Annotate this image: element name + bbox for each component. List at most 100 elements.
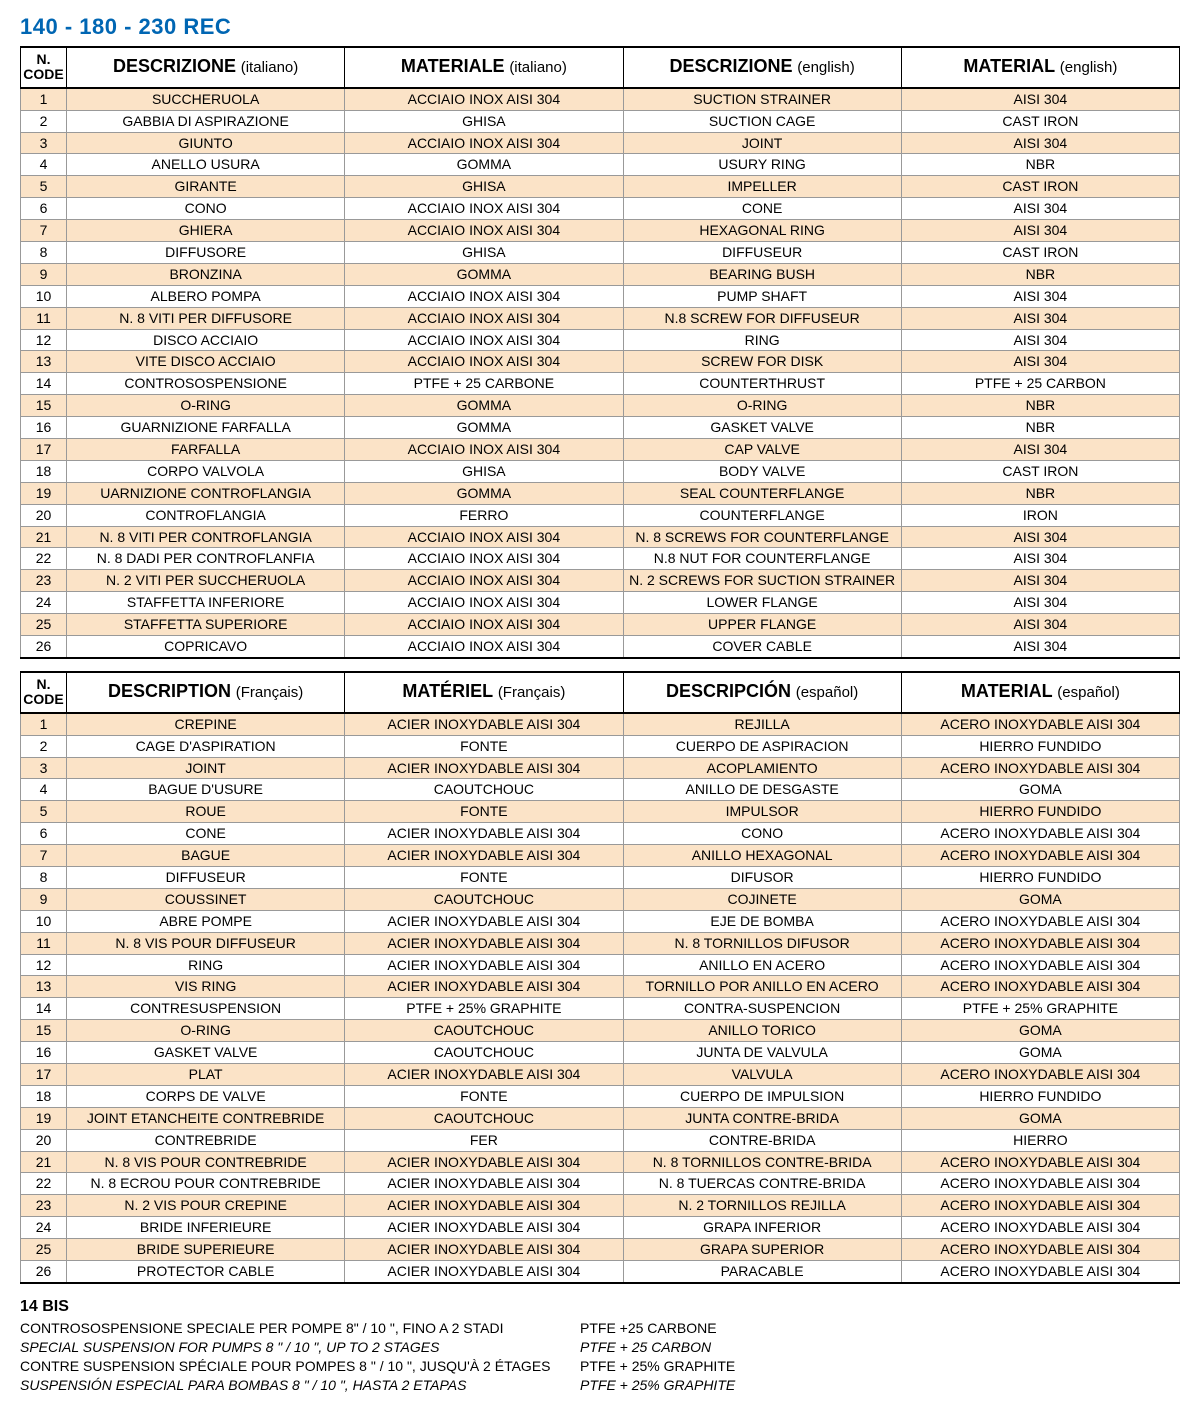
col-desc-en: DESCRIZIONE (english)	[623, 47, 901, 88]
cell-value: ACERO INOXYDABLE AISI 304	[901, 932, 1179, 954]
cell-value: GHISA	[345, 460, 623, 482]
cell-value: EJE DE BOMBA	[623, 910, 901, 932]
cell-value: BRIDE SUPERIEURE	[67, 1239, 345, 1261]
cell-value: IMPULSOR	[623, 801, 901, 823]
cell-code: 9	[21, 888, 67, 910]
cell-value: ACERO INOXYDABLE AISI 304	[901, 1151, 1179, 1173]
cell-value: JUNTA CONTRE-BRIDA	[623, 1107, 901, 1129]
cell-value: ACCIAIO INOX AISI 304	[345, 614, 623, 636]
cell-value: GOMA	[901, 1107, 1179, 1129]
cell-value: SUCCHERUOLA	[67, 88, 345, 110]
cell-value: PTFE + 25 CARBON	[901, 373, 1179, 395]
cell-value: N. 8 ECROU POUR CONTREBRIDE	[67, 1173, 345, 1195]
cell-value: HIERRO	[901, 1129, 1179, 1151]
table-row: 9BRONZINAGOMMABEARING BUSHNBR	[21, 263, 1180, 285]
cell-value: ACIER INOXYDABLE AISI 304	[345, 1063, 623, 1085]
parts-table-fr-es: N. CODE DESCRIPTION (Français) MATÉRIEL …	[20, 671, 1180, 1284]
table-row: 23N. 2 VITI PER SUCCHERUOLAACCIAIO INOX …	[21, 570, 1180, 592]
cell-value: ACERO INOXYDABLE AISI 304	[901, 1260, 1179, 1282]
table-row: 19JOINT ETANCHEITE CONTREBRIDECAOUTCHOUC…	[21, 1107, 1180, 1129]
col-mat-en: MATERIAL (english)	[901, 47, 1179, 88]
cell-code: 22	[21, 1173, 67, 1195]
cell-value: BEARING BUSH	[623, 263, 901, 285]
cell-value: COPRICAVO	[67, 636, 345, 658]
cell-value: ACCIAIO INOX AISI 304	[345, 351, 623, 373]
cell-value: ACIER INOXYDABLE AISI 304	[345, 1239, 623, 1261]
cell-value: GOMA	[901, 1020, 1179, 1042]
table-row: 13VITE DISCO ACCIAIOACCIAIO INOX AISI 30…	[21, 351, 1180, 373]
cell-value: GOMMA	[345, 417, 623, 439]
cell-code: 11	[21, 307, 67, 329]
cell-value: ACCIAIO INOX AISI 304	[345, 88, 623, 110]
cell-value: ACCIAIO INOX AISI 304	[345, 285, 623, 307]
cell-value: NBR	[901, 263, 1179, 285]
cell-value: FONTE	[345, 801, 623, 823]
cell-value: CONTROSOSPENSIONE	[67, 373, 345, 395]
cell-value: AISI 304	[901, 307, 1179, 329]
cell-value: ACCIAIO INOX AISI 304	[345, 636, 623, 658]
cell-value: N. 8 SCREWS FOR COUNTERFLANGE	[623, 526, 901, 548]
col-desc-es: DESCRIPCIÓN (español)	[623, 672, 901, 713]
cell-code: 10	[21, 285, 67, 307]
cell-value: ACERO INOXYDABLE AISI 304	[901, 1195, 1179, 1217]
cell-value: JOINT	[67, 757, 345, 779]
cell-value: CAGE D'ASPIRATION	[67, 735, 345, 757]
footer-left: CONTRE SUSPENSION SPÉCIALE POUR POMPES 8…	[20, 1357, 580, 1376]
cell-value: CUERPO DE IMPULSION	[623, 1085, 901, 1107]
cell-code: 8	[21, 866, 67, 888]
cell-value: CAOUTCHOUC	[345, 888, 623, 910]
cell-code: 18	[21, 1085, 67, 1107]
cell-value: FONTE	[345, 1085, 623, 1107]
cell-value: AISI 304	[901, 198, 1179, 220]
cell-value: PLAT	[67, 1063, 345, 1085]
cell-value: N. 8 TORNILLOS CONTRE-BRIDA	[623, 1151, 901, 1173]
table-row: 12RINGACIER INOXYDABLE AISI 304ANILLO EN…	[21, 954, 1180, 976]
col-desc-it: DESCRIZIONE (italiano)	[67, 47, 345, 88]
cell-value: AISI 304	[901, 329, 1179, 351]
table-row: 4BAGUE D'USURECAOUTCHOUCANILLO DE DESGAS…	[21, 779, 1180, 801]
table-row: 8DIFFUSEURFONTEDIFUSORHIERRO FUNDIDO	[21, 866, 1180, 888]
cell-value: AISI 304	[901, 526, 1179, 548]
cell-value: CAOUTCHOUC	[345, 779, 623, 801]
cell-code: 5	[21, 801, 67, 823]
cell-value: JOINT	[623, 132, 901, 154]
cell-value: PTFE + 25% GRAPHITE	[901, 998, 1179, 1020]
cell-value: GOMMA	[345, 395, 623, 417]
cell-value: ACIER INOXYDABLE AISI 304	[345, 823, 623, 845]
cell-value: GUARNIZIONE FARFALLA	[67, 417, 345, 439]
cell-value: JOINT ETANCHEITE CONTREBRIDE	[67, 1107, 345, 1129]
cell-value: AISI 304	[901, 548, 1179, 570]
table-row: 26COPRICAVOACCIAIO INOX AISI 304COVER CA…	[21, 636, 1180, 658]
cell-value: ACIER INOXYDABLE AISI 304	[345, 1195, 623, 1217]
cell-value: GOMA	[901, 888, 1179, 910]
cell-value: N. 8 TORNILLOS DIFUSOR	[623, 932, 901, 954]
table-row: 11N. 8 VITI PER DIFFUSOREACCIAIO INOX AI…	[21, 307, 1180, 329]
table-row: 15O-RINGGOMMAO-RINGNBR	[21, 395, 1180, 417]
table-row: 10ALBERO POMPAACCIAIO INOX AISI 304PUMP …	[21, 285, 1180, 307]
cell-value: ACOPLAMIENTO	[623, 757, 901, 779]
cell-value: N. 2 SCREWS FOR SUCTION STRAINER	[623, 570, 901, 592]
cell-value: RING	[67, 954, 345, 976]
cell-code: 23	[21, 570, 67, 592]
cell-value: DISCO ACCIAIO	[67, 329, 345, 351]
cell-value: IMPELLER	[623, 176, 901, 198]
cell-value: STAFFETTA INFERIORE	[67, 592, 345, 614]
cell-value: N.8 NUT FOR COUNTERFLANGE	[623, 548, 901, 570]
cell-value: HIERRO FUNDIDO	[901, 866, 1179, 888]
cell-value: AISI 304	[901, 570, 1179, 592]
cell-code: 21	[21, 1151, 67, 1173]
cell-value: NBR	[901, 417, 1179, 439]
cell-value: N. 2 VITI PER SUCCHERUOLA	[67, 570, 345, 592]
cell-code: 17	[21, 439, 67, 461]
cell-value: GABBIA DI ASPIRAZIONE	[67, 110, 345, 132]
table-row: 14CONTRESUSPENSIONPTFE + 25% GRAPHITECON…	[21, 998, 1180, 1020]
table-row: 6CONOACCIAIO INOX AISI 304CONEAISI 304	[21, 198, 1180, 220]
table-row: 10ABRE POMPEACIER INOXYDABLE AISI 304EJE…	[21, 910, 1180, 932]
cell-code: 18	[21, 460, 67, 482]
cell-value: VITE DISCO ACCIAIO	[67, 351, 345, 373]
cell-value: CONTRESUSPENSION	[67, 998, 345, 1020]
cell-value: STAFFETTA SUPERIORE	[67, 614, 345, 636]
table-row: 25STAFFETTA SUPERIOREACCIAIO INOX AISI 3…	[21, 614, 1180, 636]
cell-value: ACIER INOXYDABLE AISI 304	[345, 932, 623, 954]
cell-value: O-RING	[67, 395, 345, 417]
